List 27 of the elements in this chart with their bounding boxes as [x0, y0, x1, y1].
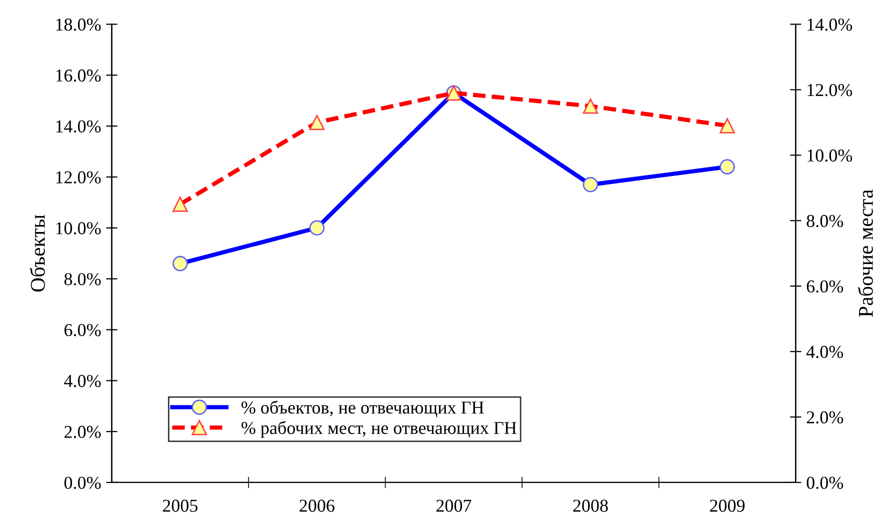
y2-tick-label: 2.0%: [806, 411, 844, 424]
legend-label: % объектов, не отвечающих ГН: [241, 400, 484, 418]
legend-label: % рабочих мест, не отвечающих ГН: [241, 420, 516, 438]
y-tick-label: 10.0%: [56, 222, 101, 234]
y-tick-label: 14.0%: [56, 120, 101, 133]
y-tick-label: 12.0%: [56, 171, 101, 184]
y-tick-label: 4.0%: [64, 374, 101, 388]
y2-tick-label: 6.0%: [806, 280, 844, 293]
y-tick-label: 6.0%: [64, 324, 101, 336]
x-tick-label: 2007: [436, 500, 472, 512]
y-tick-label: 8.0%: [64, 273, 101, 286]
x-tick-label: 2005: [162, 500, 198, 512]
x-tick-label: 2009: [710, 500, 745, 512]
y-tick-label: 0.0%: [64, 476, 101, 489]
y2-tick-label: 12.0%: [808, 84, 852, 96]
y2-tick-label: 14.0%: [808, 18, 852, 31]
y2-tick-label: 10.0%: [808, 149, 852, 162]
y2-tick-label: 8.0%: [806, 214, 844, 228]
x-tick-label: 2006: [300, 500, 334, 512]
y-tick-label: 18.0%: [56, 18, 101, 31]
y2-tick-label: 4.0%: [806, 346, 844, 358]
y-tick-label: 16.0%: [56, 69, 101, 82]
y2-tick-label: 0.0%: [806, 476, 844, 489]
y2-axis-title: Рабочие места: [858, 190, 873, 317]
y-axis-title: Объекты: [30, 214, 45, 292]
y-tick-label: 2.0%: [64, 426, 101, 438]
x-tick-label: 2008: [573, 500, 608, 512]
